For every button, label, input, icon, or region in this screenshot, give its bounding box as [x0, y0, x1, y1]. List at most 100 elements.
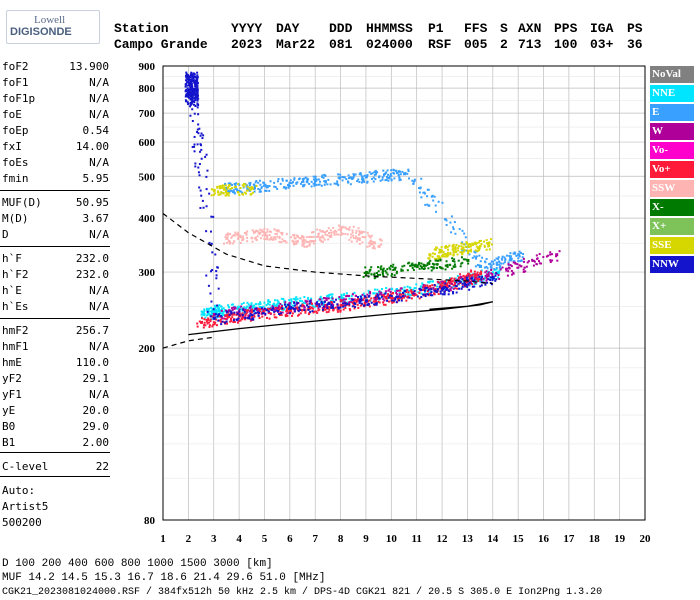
echo-trace-dot [237, 306, 240, 309]
echo-trace-dot [305, 236, 308, 239]
echo-trace-dot [277, 301, 280, 304]
echo-trace-dot [314, 175, 317, 178]
echo-trace-dot [343, 300, 346, 303]
echo-trace-dot [309, 300, 312, 303]
echo-trace-dot [272, 303, 275, 306]
hhmmss-value: 024000 [366, 37, 413, 52]
echo-trace-dot [413, 289, 416, 292]
echo-trace-dot [421, 282, 424, 285]
echo-trace-dot [312, 182, 315, 185]
echo-trace-dot [220, 309, 223, 312]
muf-row: MUF 14.2 14.5 15.3 16.7 18.6 21.4 29.6 5… [2, 572, 326, 584]
echo-trace-dot [358, 301, 361, 304]
echo-trace-dot [364, 266, 367, 269]
echo-trace-dot [516, 266, 519, 269]
echo-trace-dot [339, 176, 342, 179]
echo-trace-dot [426, 262, 429, 265]
echo-trace-dot [358, 237, 361, 240]
echo-trace-dot [344, 233, 347, 236]
echo-trace-dot [259, 301, 262, 304]
echo-trace-dot [389, 290, 392, 293]
echo-trace-dot [292, 181, 295, 184]
echo-trace-dot [324, 180, 327, 183]
echo-trace-dot [212, 308, 215, 311]
echo-trace-dot [423, 289, 426, 292]
echo-trace-dot [325, 311, 328, 314]
echo-trace-dot [315, 310, 318, 313]
echo-trace-dot [427, 288, 430, 291]
echo-trace-dot [420, 262, 423, 265]
echo-trace-dot [185, 71, 188, 74]
echo-trace-dot [299, 237, 302, 240]
echo-trace-dot [308, 302, 311, 305]
param-row-m-d-: M(D) 3.67 [2, 212, 109, 228]
echo-trace-dot [445, 219, 448, 222]
echo-trace-dot [463, 284, 466, 287]
echo-trace-dot [196, 95, 199, 98]
echo-trace-dot [426, 293, 429, 296]
echo-trace-dot [202, 326, 205, 329]
echo-trace-dot [373, 241, 376, 244]
echo-trace-dot [217, 319, 220, 322]
echo-point [212, 188, 216, 192]
echo-trace-dot [478, 254, 481, 257]
echo-trace-dot [373, 272, 376, 275]
echo-trace-dot [368, 240, 371, 243]
echo-trace-dot [397, 171, 400, 174]
echo-trace-dot [379, 268, 382, 271]
echo-trace-dot [227, 234, 230, 237]
echo-trace-dot [413, 294, 416, 297]
echo-trace-dot [192, 100, 195, 103]
echo-trace-dot [379, 293, 382, 296]
echo-trace-dot [485, 270, 488, 273]
echo-trace-dot [198, 163, 201, 166]
echo-trace-dot [429, 292, 432, 295]
echo-trace-dot [310, 185, 313, 188]
echo-trace-dot [258, 302, 261, 305]
echo-trace-dot [254, 231, 257, 234]
echo-trace-dot [221, 308, 224, 311]
echo-trace-dot [301, 300, 304, 303]
echo-trace-dot [357, 233, 360, 236]
echo-trace-dot [400, 269, 403, 272]
echo-trace-dot [524, 270, 527, 273]
echo-point [441, 287, 445, 291]
echo-trace-dot [201, 137, 204, 140]
echo-trace-dot [443, 284, 446, 287]
echo-trace-dot [303, 295, 306, 298]
echo-trace-dot [480, 269, 483, 272]
echo-point [496, 271, 500, 275]
echo-trace-dot [248, 317, 251, 320]
echo-trace-dot [442, 280, 445, 283]
echo-trace-dot [316, 228, 319, 231]
echo-point [301, 239, 305, 243]
echo-trace-dot [186, 78, 189, 81]
echo-trace-dot [225, 189, 228, 192]
echo-trace-dot [395, 172, 398, 175]
echo-trace-dot [447, 280, 450, 283]
echo-trace-dot [342, 296, 345, 299]
echo-trace-dot [352, 173, 355, 176]
echo-trace-dot [268, 238, 271, 241]
echo-trace-dot [227, 306, 230, 309]
echo-trace-dot [189, 85, 192, 88]
echo-trace-dot [194, 75, 197, 78]
echo-trace-dot [440, 267, 443, 270]
echo-point [479, 264, 483, 268]
echo-trace-dot [434, 257, 437, 260]
echo-trace-dot [232, 321, 235, 324]
echo-trace-dot [381, 273, 384, 276]
echo-trace-dot [431, 284, 434, 287]
echo-trace-dot [288, 302, 291, 305]
echo-trace-dot [469, 243, 472, 246]
echo-trace-dot [261, 230, 264, 233]
echo-trace-dot [211, 315, 214, 318]
echo-trace-dot [245, 233, 248, 236]
echo-trace-dot [366, 181, 369, 184]
echo-trace-dot [482, 277, 485, 280]
echo-trace-dot [196, 86, 199, 89]
echo-trace-dot [407, 168, 410, 171]
echo-trace-dot [302, 180, 305, 183]
echo-trace-dot [369, 236, 372, 239]
